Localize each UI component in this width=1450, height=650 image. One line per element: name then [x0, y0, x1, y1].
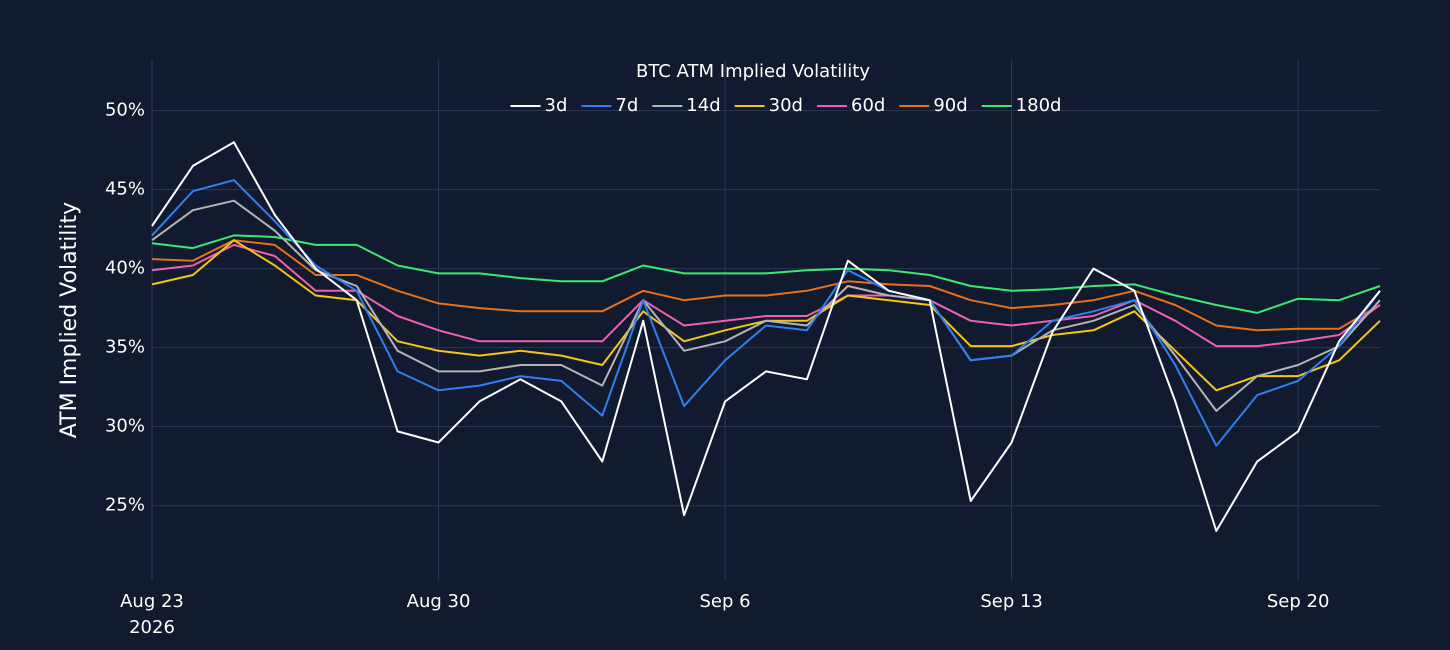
y-tick-label: 35% [105, 337, 145, 358]
legend-item: 3d [510, 95, 568, 116]
legend-item: 90d [899, 95, 968, 116]
x-tick-label: Sep 6 [700, 591, 751, 612]
legend: 3d 7d 14d 30d 60d 90d 180d [510, 95, 1062, 116]
series-line [151, 239, 1381, 332]
legend-item: 14d [652, 95, 721, 116]
y-tick-label: 30% [105, 416, 145, 437]
x-tick-label: Aug 30 [407, 591, 471, 612]
legend-item: 60d [816, 95, 885, 116]
legend-label: 7d [615, 95, 638, 116]
legend-label: 3d [545, 95, 568, 116]
x-tick-label: Aug 23 [120, 591, 184, 612]
legend-item: 7d [581, 95, 638, 116]
y-tick-label: 45% [105, 179, 145, 200]
series-line [151, 234, 1381, 314]
series-line [151, 179, 1381, 447]
series-line [151, 141, 1381, 532]
legend-label: 90d [933, 95, 967, 116]
y-tick-label: 40% [105, 258, 145, 279]
x-tick-label: Sep 13 [980, 591, 1043, 612]
legend-label: 14d [686, 95, 720, 116]
y-axis-label: ATM Implied Volatility [57, 202, 82, 438]
lines [151, 141, 1381, 532]
legend-item: 180d [981, 95, 1062, 116]
chart-title: BTC ATM Implied Volatility [636, 61, 870, 82]
grid [151, 60, 1380, 580]
y-tick-label: 25% [105, 495, 145, 516]
x-tick-label: Sep 20 [1267, 591, 1330, 612]
legend-label: 30d [769, 95, 803, 116]
legend-label: 180d [1016, 95, 1062, 116]
legend-label: 60d [851, 95, 885, 116]
legend-item: 30d [734, 95, 803, 116]
series-line [151, 199, 1381, 412]
x-tick-label: 2026 [129, 617, 175, 638]
y-tick-label: 50% [105, 100, 145, 121]
